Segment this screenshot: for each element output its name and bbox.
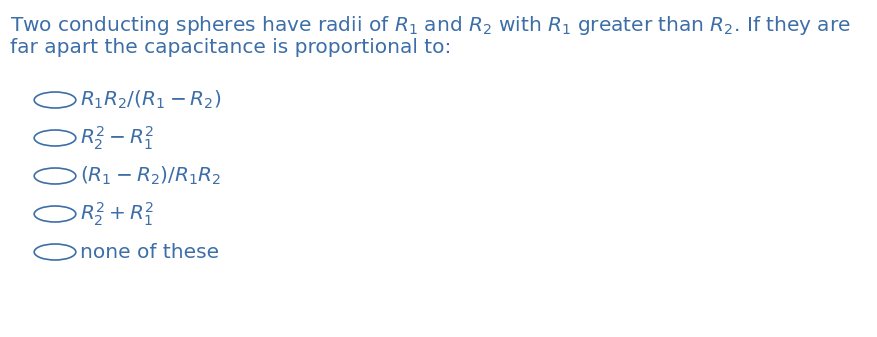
Text: $(R_1 - R_2)/R_1R_2$: $(R_1 - R_2)/R_1R_2$ [80, 165, 221, 187]
Text: none of these: none of these [80, 243, 219, 262]
Text: Two conducting spheres have radii of $R_1$ and $R_2$ with $R_1$ greater than $R_: Two conducting spheres have radii of $R_… [10, 14, 851, 37]
Text: $R_2^2 - R_1^2$: $R_2^2 - R_1^2$ [80, 124, 154, 152]
Text: $R_2^2 + R_1^2$: $R_2^2 + R_1^2$ [80, 200, 154, 228]
Text: $R_1R_2/(R_1 - R_2)$: $R_1R_2/(R_1 - R_2)$ [80, 89, 222, 111]
Text: far apart the capacitance is proportional to:: far apart the capacitance is proportiona… [10, 38, 452, 57]
